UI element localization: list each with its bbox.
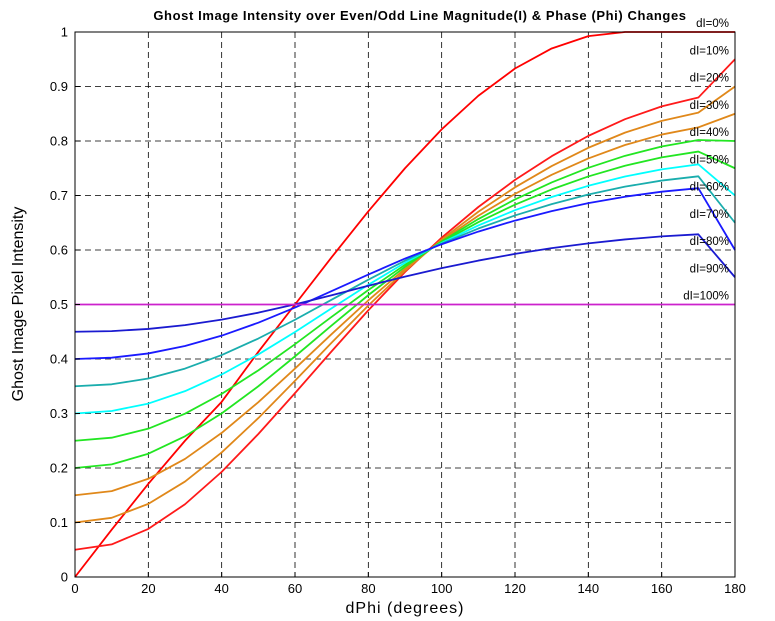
y-tick-label: 0.2 bbox=[50, 461, 68, 476]
x-tick-label: 160 bbox=[651, 581, 673, 596]
x-tick-label: 100 bbox=[431, 581, 453, 596]
x-tick-label: 40 bbox=[214, 581, 228, 596]
y-tick-label: 0.3 bbox=[50, 406, 68, 421]
x-axis-ticks: 0 20 40 60 80 100 120 140 160 180 bbox=[71, 572, 746, 596]
series-line bbox=[74, 85, 736, 524]
series-line bbox=[74, 233, 736, 333]
series-label: dI=30% bbox=[690, 100, 729, 112]
x-tick-label: 60 bbox=[288, 581, 302, 596]
series-line bbox=[74, 163, 736, 415]
series-line bbox=[74, 150, 736, 442]
y-tick-label: 0.6 bbox=[50, 243, 68, 258]
series-label: dI=40% bbox=[690, 127, 729, 139]
series-line bbox=[74, 58, 736, 551]
x-tick-label: 20 bbox=[141, 581, 155, 596]
series-label: dI=20% bbox=[690, 73, 729, 85]
y-tick-label: 0.7 bbox=[50, 188, 68, 203]
series-line bbox=[74, 139, 736, 469]
y-tick-label: 0.8 bbox=[50, 134, 68, 149]
x-tick-label: 80 bbox=[361, 581, 375, 596]
y-axis-ticks: 0 0.1 0.2 0.3 0.4 0.5 0.6 0.7 0.8 0.9 1 bbox=[50, 25, 80, 585]
y-tick-label: 0.5 bbox=[50, 297, 68, 312]
y-axis-label: Ghost Image Pixel Intensity bbox=[10, 207, 27, 402]
series-line bbox=[74, 112, 736, 497]
series-label: dI=60% bbox=[690, 182, 729, 194]
x-tick-label: 0 bbox=[71, 581, 78, 596]
x-tick-label: 120 bbox=[504, 581, 526, 596]
series-label: dI=70% bbox=[690, 209, 729, 221]
series-label: dI=50% bbox=[690, 154, 729, 166]
y-tick-label: 0 bbox=[61, 570, 68, 585]
x-tick-label: 140 bbox=[577, 581, 599, 596]
x-tick-label: 180 bbox=[724, 581, 746, 596]
series-line bbox=[74, 175, 736, 388]
chart-title: Ghost Image Intensity over Even/Odd Line… bbox=[153, 8, 686, 23]
y-tick-label: 0.1 bbox=[50, 515, 68, 530]
series-label: dI=90% bbox=[690, 263, 729, 275]
series-label: dI=80% bbox=[690, 236, 729, 248]
y-tick-label: 0.4 bbox=[50, 352, 68, 367]
series-line bbox=[74, 187, 736, 360]
y-tick-label: 0.9 bbox=[50, 79, 68, 94]
series-label: dI=10% bbox=[690, 45, 729, 57]
series-label: dI=100% bbox=[683, 291, 729, 303]
x-axis-label: dPhi (degrees) bbox=[346, 600, 465, 617]
series-label: dI=0% bbox=[696, 18, 729, 30]
series-lines bbox=[74, 31, 736, 578]
y-tick-label: 1 bbox=[61, 25, 68, 40]
series-labels: dI=0% dI=10% dI=20% dI=30% dI=40% dI=50% dI=60… bbox=[683, 18, 729, 303]
